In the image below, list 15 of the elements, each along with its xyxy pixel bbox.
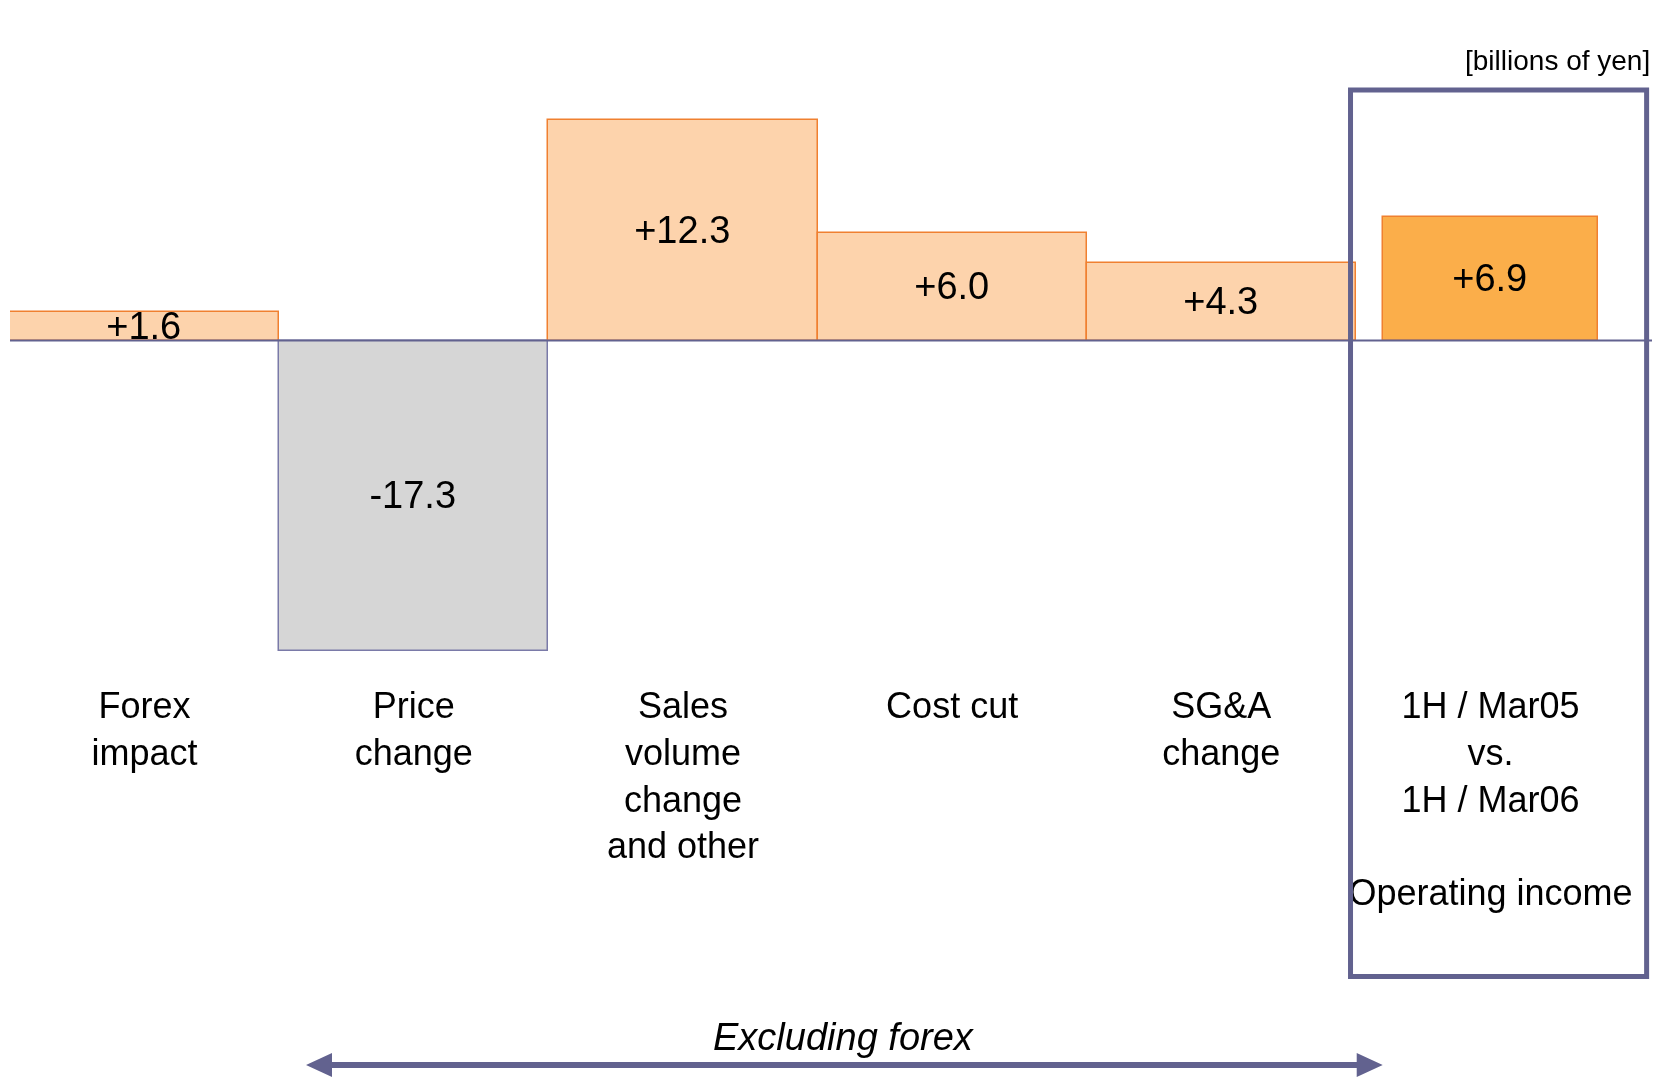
data-label: +4.3 [1183,280,1259,323]
x-tick-label: Cost cut [886,685,1019,726]
category-label: 1H / Mar05 vs. 1H / Mar06 Operating income [1348,685,1633,914]
text: [billions of yen] [1465,45,1651,76]
x-tick-label: Price change [354,685,473,773]
bar [277,339,548,651]
x-tick-label: Forex impact [91,685,198,773]
data-label: +12.3 [634,208,731,251]
data-label: +1.6 [106,304,182,347]
text: Excluding forex [713,1016,975,1058]
data-label: +6.9 [1452,257,1528,300]
data-label: +6.0 [914,265,990,308]
x-tick-label: SG&A change [1162,685,1281,773]
x-tick-label: Sales volume change and other [606,685,760,867]
data-label: -17.3 [369,474,457,517]
